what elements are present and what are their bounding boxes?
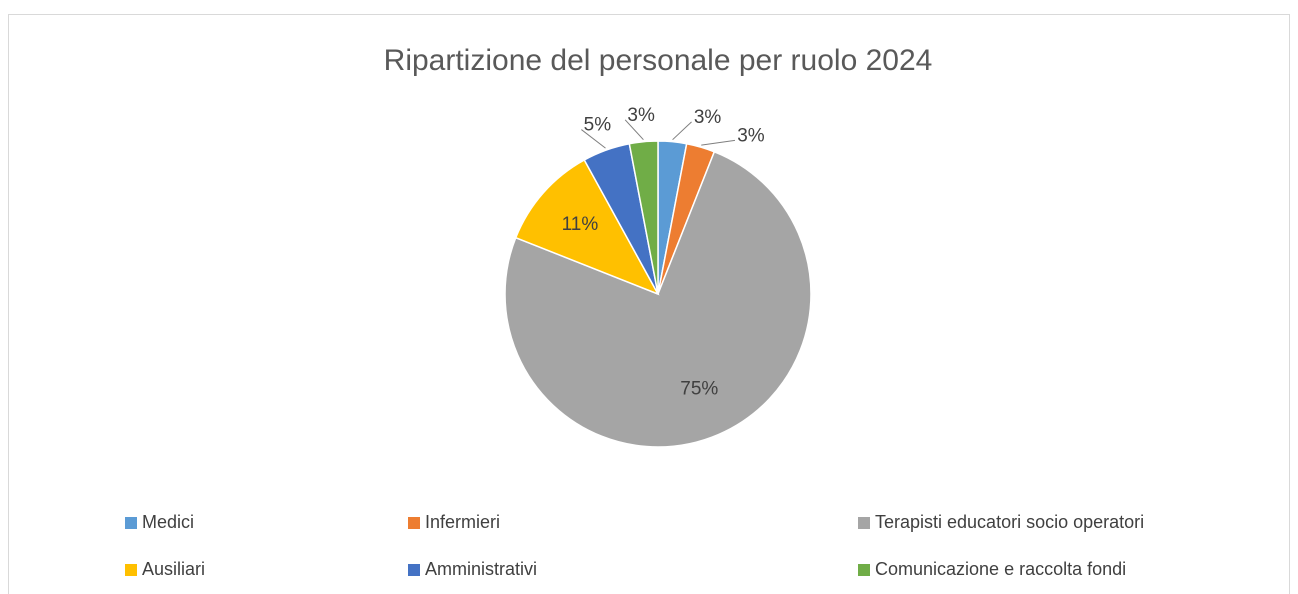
legend-swatch (125, 517, 137, 529)
data-label: 3% (627, 105, 655, 126)
legend-label: Comunicazione e raccolta fondi (875, 559, 1126, 579)
leader-line (701, 139, 736, 146)
pie-slice (514, 158, 660, 296)
data-label: 75% (680, 378, 718, 399)
legend-label: Medici (142, 512, 194, 532)
legend-swatch (408, 564, 420, 576)
legend-label: Amministrativi (425, 559, 537, 579)
leader-line (624, 119, 644, 141)
chart-title: Ripartizione del personale per ruolo 202… (384, 44, 933, 77)
data-label: 5% (584, 115, 612, 136)
legend-swatch (858, 564, 870, 576)
legend-label: Terapisti educatori socio operatori (875, 512, 1144, 532)
legend-swatch (858, 517, 870, 529)
leader-line (581, 129, 606, 149)
legend-label: Infermieri (425, 512, 500, 532)
legend-swatch (125, 564, 137, 576)
pie-slice (504, 150, 812, 448)
pie-slice (628, 140, 659, 295)
data-label: 3% (737, 125, 765, 146)
data-label: 3% (694, 107, 722, 128)
legend-swatch (408, 517, 420, 529)
data-label: 11% (562, 214, 599, 235)
legend-label: Ausiliari (142, 559, 205, 579)
leader-line (672, 121, 692, 141)
